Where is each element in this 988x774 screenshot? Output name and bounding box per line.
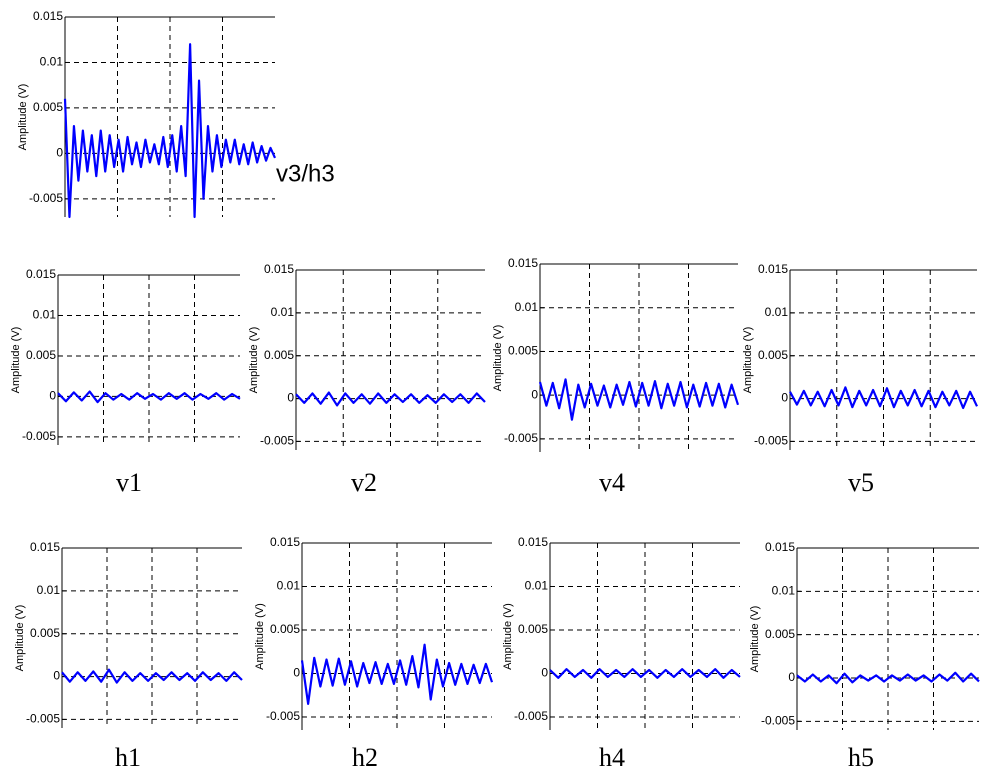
y-tick-label: 0 — [287, 391, 294, 405]
y-tick-label: 0.005 — [270, 622, 300, 636]
y-tick-label: 0.005 — [758, 348, 788, 362]
signal-line — [63, 43, 277, 219]
y-axis-label: Amplitude (V) — [17, 84, 29, 151]
panel-label: h2 — [352, 743, 378, 772]
y-tick-label: 0.005 — [264, 348, 294, 362]
y-tick-label: -0.005 — [504, 431, 538, 445]
y-tick-label: -0.005 — [514, 709, 548, 723]
panel-label: h5 — [848, 743, 874, 772]
y-axis-label: Amplitude (V) — [10, 327, 22, 394]
panel-label: h4 — [599, 743, 625, 772]
y-tick-label: 0.005 — [508, 344, 538, 358]
panel-label: v1 — [116, 468, 142, 497]
y-tick-label: -0.005 — [26, 712, 60, 726]
y-tick-label: 0.01 — [515, 300, 539, 314]
y-tick-label: 0.005 — [765, 627, 795, 641]
y-tick-label: 0.015 — [264, 262, 294, 276]
y-tick-label: 0.015 — [518, 535, 548, 549]
y-tick-label: 0.01 — [525, 579, 549, 593]
signal-line — [300, 643, 494, 706]
y-tick-label: -0.005 — [29, 191, 63, 205]
y-tick-label: 0.005 — [518, 622, 548, 636]
panel-label: v4 — [599, 468, 625, 497]
y-tick-label: 0.005 — [26, 348, 56, 362]
y-tick-label: 0.015 — [508, 256, 538, 270]
y-axis-label: Amplitude (V) — [248, 327, 260, 394]
panel-label: h1 — [115, 743, 141, 772]
y-axis-label: Amplitude (V) — [502, 603, 514, 670]
y-tick-label: 0.015 — [33, 9, 63, 23]
y-tick-label: 0 — [53, 669, 60, 683]
signal-line — [57, 390, 241, 404]
y-axis-label: Amplitude (V) — [749, 606, 761, 673]
signal-line — [61, 668, 243, 684]
signal-line — [789, 386, 978, 410]
y-tick-label: 0.01 — [271, 305, 295, 319]
y-tick-label: 0 — [541, 666, 548, 680]
y-tick-label: 0.015 — [26, 267, 56, 281]
signal-line — [796, 671, 980, 685]
y-tick-label: 0.005 — [33, 100, 63, 114]
y-tick-label: 0 — [781, 391, 788, 405]
y-tick-label: -0.005 — [22, 429, 56, 443]
y-tick-label: 0.01 — [765, 305, 789, 319]
y-tick-label: 0.005 — [30, 626, 60, 640]
signal-line — [549, 668, 741, 679]
signal-line — [538, 378, 740, 421]
y-tick-label: 0 — [293, 666, 300, 680]
y-tick-label: 0.01 — [772, 584, 796, 598]
y-tick-label: -0.005 — [761, 714, 795, 728]
y-tick-label: 0.015 — [765, 540, 795, 554]
panel-label: v2 — [351, 468, 377, 497]
panel-label: v3/h3 — [276, 160, 335, 187]
panel-label: v5 — [848, 468, 874, 497]
y-tick-label: 0 — [788, 670, 795, 684]
y-tick-label: -0.005 — [266, 709, 300, 723]
y-tick-label: -0.005 — [260, 434, 294, 448]
y-tick-label: 0.01 — [33, 308, 57, 322]
y-tick-label: 0 — [531, 387, 538, 401]
y-axis-label: Amplitude (V) — [742, 327, 754, 394]
y-axis-label: Amplitude (V) — [254, 603, 266, 670]
y-axis-label: Amplitude (V) — [492, 325, 504, 392]
y-tick-label: 0.015 — [270, 535, 300, 549]
y-tick-label: -0.005 — [754, 434, 788, 448]
y-axis-label: Amplitude (V) — [14, 605, 26, 672]
signal-line — [295, 391, 486, 407]
y-tick-label: 0 — [49, 389, 56, 403]
y-tick-label: 0.01 — [40, 55, 64, 69]
y-tick-label: 0.01 — [37, 583, 61, 597]
y-tick-label: 0.01 — [277, 579, 301, 593]
y-tick-label: 0.015 — [30, 540, 60, 554]
y-tick-label: 0.015 — [758, 262, 788, 276]
y-tick-label: 0 — [56, 146, 63, 160]
